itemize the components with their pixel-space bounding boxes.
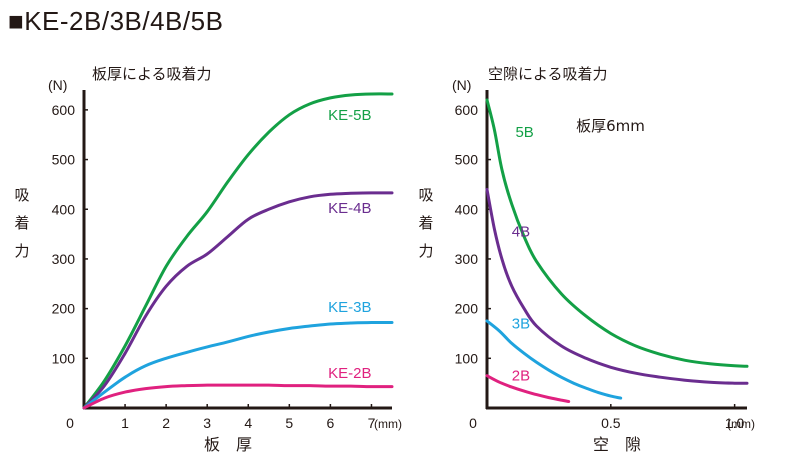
series-label-ke-5b: KE-5B — [328, 107, 371, 124]
y-axis-label: 吸着力 — [14, 186, 29, 260]
series-line-ke-5b — [485, 98, 749, 368]
chart-title: 空隙による吸着力 — [488, 65, 608, 83]
series-label-ke-3b: 3B — [512, 316, 530, 333]
series-line-ke-4b — [485, 187, 749, 385]
y-unit-label: (N) — [452, 77, 471, 93]
y-tick-label: 600 — [52, 102, 76, 118]
series-line-ke-3b — [485, 319, 623, 400]
y-tick-label: 300 — [455, 251, 479, 267]
x-tick-label: 0 — [66, 415, 74, 431]
chart-gap: 空隙による吸着力 (N) 吸着力 100 200 300 400 500 600 0 0.5 1.0(… — [418, 65, 754, 454]
x-tick-label: 7 — [368, 415, 376, 431]
x-tick-label: 1.0 — [725, 415, 745, 431]
page-heading: ■KE-2B/3B/4B/5B — [8, 6, 224, 36]
x-tick-label: 4 — [244, 415, 252, 431]
x-tick-label: 2 — [162, 415, 170, 431]
x-tick-label: 6 — [327, 415, 335, 431]
x-tick-label: 3 — [203, 415, 211, 431]
y-tick-label: 600 — [455, 102, 479, 118]
series-line-ke-5b — [82, 92, 394, 410]
y-axis-label: 吸着力 — [418, 186, 433, 260]
y-tick-label: 200 — [52, 301, 76, 317]
series-line-ke-4b — [82, 191, 394, 410]
series-label-ke-2b: KE-2B — [328, 365, 371, 382]
chart-title: 板厚による吸着力 — [92, 65, 212, 83]
x-axis-label: 空 隙 — [593, 435, 641, 454]
x-tick-label: 1 — [121, 415, 129, 431]
x-unit-label: (mm) — [727, 417, 755, 431]
y-tick-label: 300 — [52, 251, 76, 267]
series-line-ke-2b — [82, 383, 394, 410]
series-label-ke-4b: KE-4B — [328, 200, 371, 217]
y-tick-label: 400 — [455, 201, 479, 217]
chart-thickness: 板厚による吸着力 (N) 吸着力 100 200 300 400 500 600 0 1 2 3 4 5 6 7… — [14, 65, 401, 454]
series-label-ke-5b: 5B — [515, 124, 533, 141]
x-unit-label: (mm) — [374, 417, 402, 431]
series-line-ke-2b — [485, 374, 571, 403]
series-label-ke-4b: 4B — [512, 224, 530, 241]
x-axis-label: 板 厚 — [204, 435, 252, 454]
y-tick-label: 100 — [455, 350, 479, 366]
y-tick-label: 100 — [52, 350, 76, 366]
y-tick-label: 400 — [52, 201, 76, 217]
series-label-ke-3b: KE-3B — [328, 299, 371, 316]
x-tick-label: 0 — [469, 415, 477, 431]
series-line-ke-3b — [82, 321, 394, 410]
y-unit-label: (N) — [48, 77, 67, 93]
x-tick-label: 0.5 — [601, 415, 621, 431]
chart-annotation: 板厚6mm — [576, 117, 645, 135]
y-tick-label: 500 — [52, 152, 76, 168]
y-tick-label: 200 — [455, 301, 479, 317]
y-tick-label: 500 — [455, 152, 479, 168]
x-tick-label: 5 — [285, 415, 293, 431]
series-label-ke-2b: 2B — [512, 368, 530, 385]
